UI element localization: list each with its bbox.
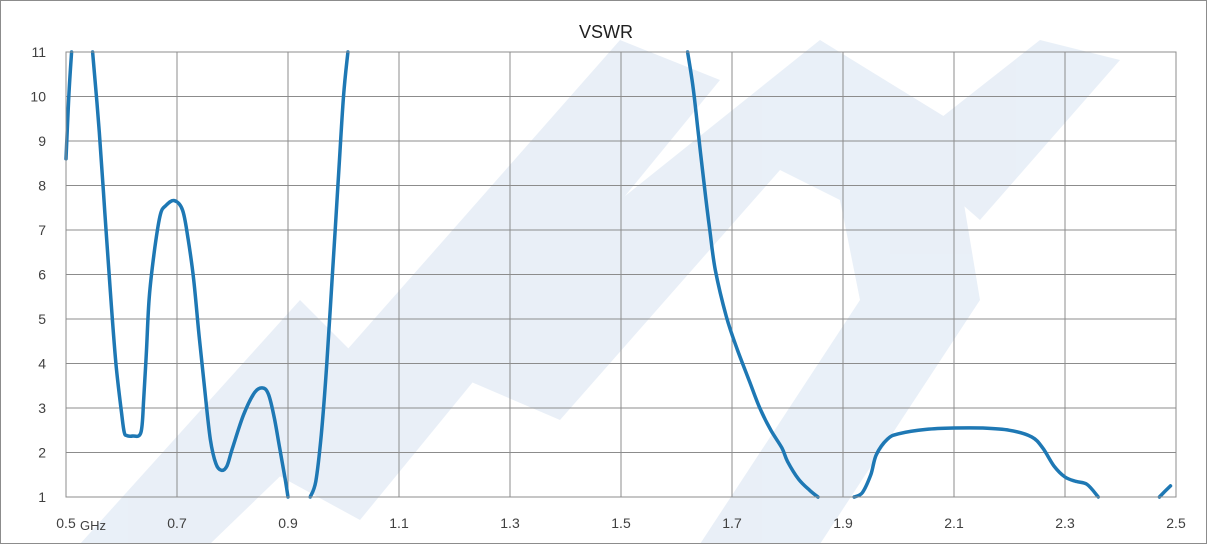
y-tick-label: 8 bbox=[38, 178, 46, 194]
y-tick-label: 9 bbox=[38, 133, 46, 149]
x-tick-label: 2.5 bbox=[1166, 515, 1186, 531]
x-tick-label: 0.9 bbox=[278, 515, 298, 531]
series-line-segment-2 bbox=[308, 50, 350, 499]
y-tick-label: 2 bbox=[38, 445, 46, 461]
x-tick-label: 1.3 bbox=[500, 515, 520, 531]
x-axis-tick-labels: 0.5 0.7 0.9 1.1 1.3 1.5 1.7 1.9 2.1 2.3 2.5 bbox=[56, 515, 1186, 531]
x-axis-unit-label: GHz bbox=[80, 518, 106, 533]
x-tick-label: 1.1 bbox=[389, 515, 409, 531]
y-tick-label: 10 bbox=[30, 89, 46, 105]
y-tick-label: 5 bbox=[38, 311, 46, 327]
x-tick-label: 0.5 bbox=[56, 515, 76, 531]
series-line-segment-3 bbox=[685, 50, 820, 499]
series-line-segment-0 bbox=[64, 50, 74, 161]
y-tick-label: 4 bbox=[38, 356, 46, 372]
y-tick-label: 1 bbox=[38, 489, 46, 505]
y-tick-label: 6 bbox=[38, 267, 46, 283]
x-tick-label: 2.1 bbox=[944, 515, 964, 531]
grid-lines bbox=[65, 51, 1177, 498]
y-tick-label: 3 bbox=[38, 400, 46, 416]
x-tick-label: 1.5 bbox=[611, 515, 631, 531]
watermark-logo bbox=[80, 40, 1120, 544]
series-line-segment-1 bbox=[90, 50, 290, 499]
chart-title: VSWR bbox=[579, 22, 633, 42]
x-tick-label: 0.7 bbox=[167, 515, 187, 531]
x-tick-label: 1.9 bbox=[833, 515, 853, 531]
series-group bbox=[64, 50, 1173, 499]
y-axis-tick-labels: 1 2 3 4 5 6 7 8 9 10 11 bbox=[30, 44, 46, 505]
y-tick-label: 7 bbox=[38, 222, 46, 238]
y-tick-label: 11 bbox=[31, 44, 46, 60]
plot-area-frame bbox=[65, 51, 1177, 498]
series-line-segment-4 bbox=[852, 426, 1101, 499]
x-tick-label: 1.7 bbox=[722, 515, 742, 531]
x-tick-label: 2.3 bbox=[1055, 515, 1075, 531]
series-line-segment-5 bbox=[1157, 484, 1173, 499]
